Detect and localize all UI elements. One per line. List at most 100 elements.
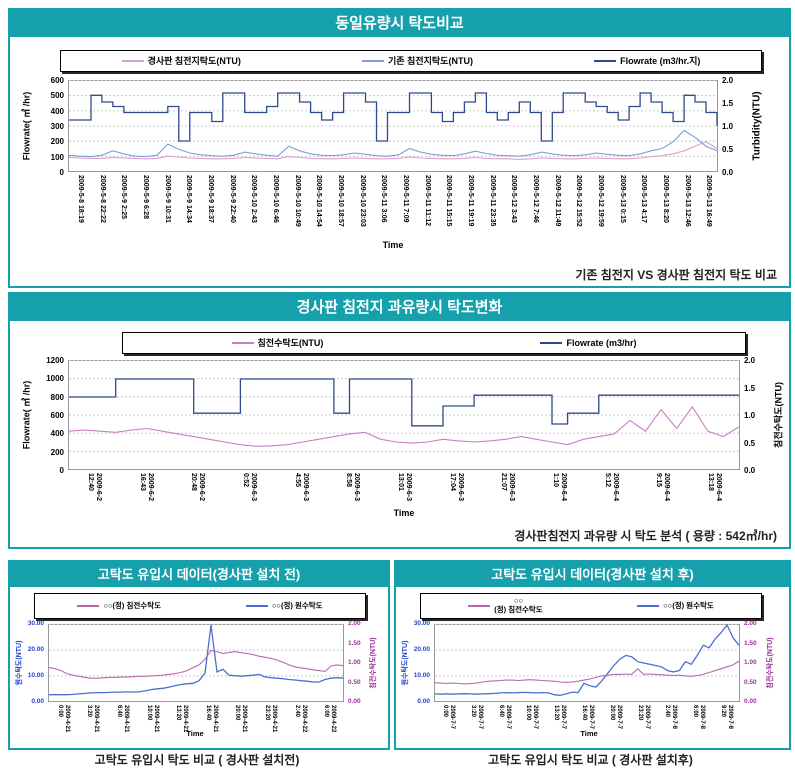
right-axis-tick: 1.5 — [722, 99, 734, 108]
x-axis-tick: 2009-6-3 13:01 — [397, 473, 412, 502]
x-axis-tick: 2009-5-9 2:25 — [120, 175, 128, 219]
x-axis-tick: 2009-6-3 17:04 — [448, 473, 464, 502]
left-axis-tick: 20.00 — [27, 646, 44, 653]
x-axis-tick: 2009-5-13 0:15 — [618, 175, 626, 223]
right-axis-tick: 0.5 — [722, 145, 734, 154]
x-axis-tick: 2009-5-11 11:12 — [423, 175, 431, 226]
x-axis-tick: 2009-5-12 11:49 — [553, 175, 561, 227]
legend-label: ○○(정) 침전수탁도 — [103, 600, 161, 610]
legend-line-swatch — [361, 60, 384, 62]
x-axis-tick: 2009-5-12 3:43 — [510, 175, 518, 223]
x-axis-tick: 2009-7-8 2:40 — [664, 705, 678, 730]
left-axis-tick: 200 — [50, 447, 64, 457]
x-axis-tick: 2009-6-3 21:07 — [500, 473, 516, 502]
x-axis-tick: 2009-5-9 6:28 — [141, 175, 149, 219]
legend-line-swatch — [540, 342, 563, 344]
x-axis-tick: 2009-7-7 23:20 — [636, 705, 650, 730]
series-line — [49, 624, 344, 696]
section-high-turbidity-before: 고탁도 유입시 데이터(경사판 설치 전) ○○(정) 침전수탁도 ○○(정) 원… — [8, 560, 390, 750]
right-axis-tick: 2.00 — [348, 620, 361, 627]
right-axis-tick: 1.50 — [348, 639, 361, 647]
legend-item: 기존 침전지탁도(NTU) — [361, 55, 473, 66]
right-axis-tick: 0.00 — [744, 698, 757, 705]
x-axis-tick: 2009-5-10 6:46 — [271, 175, 279, 223]
left-axis-tick: 0.00 — [31, 698, 44, 705]
x-axis-tick: 2009-5-9 10:31 — [163, 175, 171, 223]
series-line — [68, 405, 740, 447]
plot-area — [68, 360, 740, 470]
left-axis-tick: 1200 — [46, 356, 64, 365]
x-axis-tick: 2009-6-2 16:43 — [138, 473, 154, 502]
x-axis-tick: 2009-6-3 8:58 — [345, 473, 361, 502]
x-axis-tick: 2009-4-21 6:40 — [116, 705, 129, 733]
x-axis-tick: 2009-7-7 0:00 — [442, 705, 455, 730]
x-axis-tick: 2009-6-2 20:48 — [190, 473, 206, 502]
x-axis-label: Time — [580, 729, 598, 738]
x-axis-tick: 2009-5-11 7:09 — [401, 175, 409, 223]
right-axis-tick: 1.0 — [722, 122, 734, 131]
x-axis-tick: 2009-4-21 16:40 — [205, 705, 218, 733]
left-axis-tick: 400 — [50, 106, 64, 116]
left-axis-tick: 600 — [50, 411, 64, 420]
chart-caption: 고탁도 유입시 탁도 비교 ( 경사판 설치후) — [488, 753, 693, 767]
right-axis-tick: 0.0 — [722, 168, 734, 177]
legend-item: Flowrate (m3/hr.지) — [594, 56, 700, 66]
right-axis-tick: 0.5 — [744, 438, 756, 448]
left-axis-tick: 10.00 — [27, 672, 44, 679]
legend-item: 경사판 침전지탁도(NTU) — [121, 55, 241, 66]
chart-canvas — [68, 80, 718, 172]
right-axis-tick: 1.00 — [348, 659, 361, 666]
legend-item: 침전수탁도(NTU) — [231, 338, 323, 348]
left-axis-tick: 30.00 — [27, 620, 44, 627]
plot-area — [434, 623, 740, 702]
section-high-turbidity-after: 고탁도 유입시 데이터(경사판 설치 후) ○○ (정) 침전수탁도 ○○(정) … — [394, 560, 791, 750]
x-axis-tick: 2009-6-4 1:10 — [552, 473, 568, 502]
x-axis-label: Time — [393, 508, 415, 518]
left-axis-tick: 1000 — [46, 374, 64, 384]
left-axis-tick: 20.00 — [413, 646, 430, 653]
x-axis-tick: 2009-5-10 18:57 — [336, 175, 344, 227]
plot-area — [68, 80, 718, 172]
x-axis-label: Time — [186, 729, 204, 738]
x-axis-tick: 2009-5-8 18:19 — [76, 175, 84, 223]
chart-legend: ○○(정) 침전수탁도 ○○(정) 원수탁도 — [34, 593, 366, 619]
section-title: 동일유량시 탁도비교 — [335, 15, 464, 32]
x-axis-tick: 2009-7-7 10:00 — [525, 705, 539, 730]
chart-caption: 경사판침전지 과유량 시 탁도 분석 ( 용량 : 542㎥/hr) — [514, 529, 777, 543]
x-axis-tick: 2009-6-2 12:40 — [87, 473, 102, 502]
x-axis-tick: 2009-5-11 19:19 — [466, 175, 474, 227]
x-axis-tick: 2009-7-7 13:20 — [553, 705, 567, 730]
legend-line-swatch — [468, 605, 491, 607]
x-axis-tick: 2009-5-11 3:06 — [380, 175, 388, 223]
legend-item: ○○(정) 원수탁도 — [637, 600, 714, 611]
section-title: 고탁도 유입시 데이터(경사판 설치 전) — [97, 567, 301, 582]
legend-label: ○○ (정) 침전수탁도 — [494, 596, 543, 614]
x-axis-tick: 2009-6-4 13:18 — [707, 473, 723, 502]
right-axis-tick: 1.50 — [744, 639, 757, 647]
x-axis-tick: 2009-6-4 5:12 — [603, 473, 619, 502]
series-line — [68, 129, 718, 158]
x-axis-tick: 2009-7-7 16:40 — [581, 705, 594, 730]
legend-label: ○○(정) 원수탁도 — [663, 600, 714, 610]
section-title-bar: 고탁도 유입시 데이터(경사판 설치 후) — [396, 562, 789, 587]
x-axis-tick: 2009-5-10 10:49 — [293, 175, 301, 227]
chart-canvas — [434, 623, 740, 702]
x-axis-tick: 2009-4-21 23:20 — [264, 705, 277, 733]
x-axis-tick: 2009-5-8 22:22 — [98, 175, 106, 223]
right-axis-tick: 1.5 — [744, 383, 756, 393]
left-axis-tick: 600 — [50, 76, 64, 85]
right-axis-tick: 0.50 — [348, 678, 361, 686]
legend-label: 경사판 침전지탁도(NTU) — [147, 55, 241, 66]
legend-label: 기존 침전지탁도(NTU) — [387, 55, 473, 66]
x-axis-tick: 2009-5-13 8:20 — [661, 175, 669, 223]
x-axis-label: Time — [382, 240, 404, 250]
left-axis-tick: 800 — [50, 392, 64, 402]
section-title-bar: 경사판 침전지 과유량시 탁도변화 — [10, 294, 789, 321]
left-axis-tick: 500 — [50, 91, 64, 101]
left-axis-tick: 0 — [59, 168, 64, 177]
x-axis-tick: 2009-6-4 9:15 — [655, 473, 671, 502]
series-line — [48, 649, 344, 679]
left-axis-tick: 100 — [50, 152, 64, 162]
x-axis-tick: 2009-7-7 3:20 — [470, 705, 483, 730]
legend-line-swatch — [245, 605, 268, 607]
